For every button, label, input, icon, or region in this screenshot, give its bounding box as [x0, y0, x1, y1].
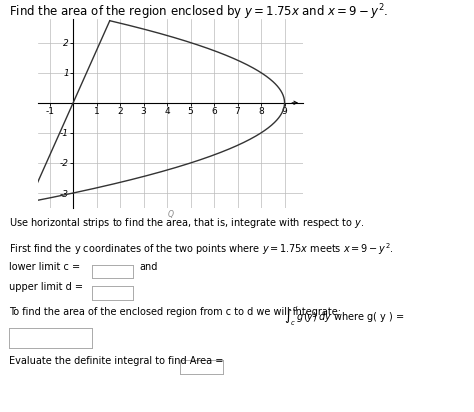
Text: upper limit d =: upper limit d =: [9, 282, 87, 292]
Text: Use horizontal strips to find the area, that is, integrate with respect to $y$.: Use horizontal strips to find the area, …: [9, 216, 365, 230]
Text: and: and: [140, 262, 158, 272]
Text: First find the y coordinates of the two points where $y = 1.75x$ meets $x = 9 - : First find the y coordinates of the two …: [9, 241, 394, 257]
Text: $\int_c^d g(y)\,dy$ where g( y ) =: $\int_c^d g(y)\,dy$ where g( y ) =: [284, 304, 405, 328]
Text: Evaluate the definite integral to find Area =: Evaluate the definite integral to find A…: [9, 356, 224, 366]
Text: lower limit c =: lower limit c =: [9, 262, 84, 272]
Text: Q: Q: [168, 210, 173, 219]
Text: Find the area of the region enclosed by $y = 1.75x$ and $x = 9 - y^2$.: Find the area of the region enclosed by …: [9, 2, 389, 22]
Text: To find the area of the enclosed region from c to d we will integrate:: To find the area of the enclosed region …: [9, 307, 341, 317]
